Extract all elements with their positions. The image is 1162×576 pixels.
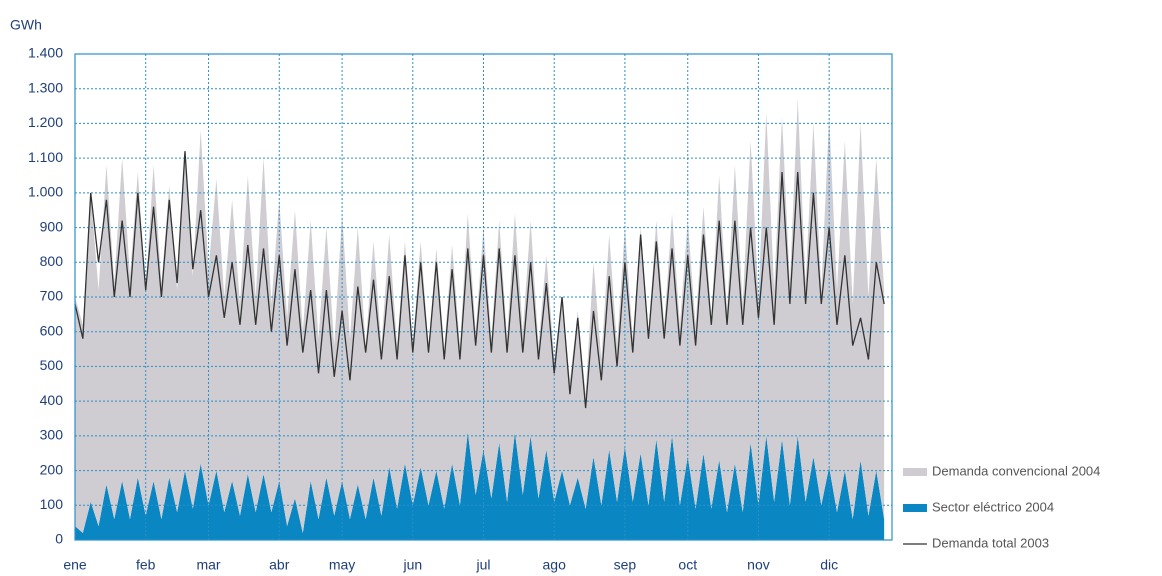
y-tick-label: 900 [40,218,64,234]
y-tick-label: 1.100 [28,149,63,165]
x-tick-label: ago [543,557,567,573]
x-tick-label: sep [614,557,637,573]
y-tick-label: 1.300 [28,79,63,95]
y-tick-label: 100 [40,496,64,512]
x-tick-label: jun [402,557,422,573]
x-tick-label: jul [475,557,490,573]
y-tick-label: 200 [40,461,64,477]
y-tick-label: 0 [55,531,63,547]
x-tick-label: may [329,557,355,573]
x-tick-label: ene [63,557,87,573]
x-tick-label: abr [269,557,290,573]
y-tick-label: 400 [40,392,64,408]
x-tick-label: dic [820,557,838,573]
y-tick-label: 800 [40,253,64,269]
y-tick-label: 500 [40,357,64,373]
area [75,432,885,540]
x-tick-label: oct [678,557,697,573]
y-tick-label: 300 [40,427,64,443]
legend-swatch [903,468,927,476]
y-tick-label: 700 [40,288,64,304]
y-tick-label: 1.200 [28,114,63,130]
legend-label: Sector eléctrico 2004 [932,499,1054,514]
x-tick-label: mar [196,557,220,573]
legend-label: Demanda total 2003 [932,535,1049,550]
y-axis-label: GWh [10,17,42,33]
legend-swatch [903,504,927,512]
y-tick-label: 1.400 [28,45,63,61]
x-tick-label: feb [136,557,156,573]
y-tick-label: 1.000 [28,184,63,200]
legend-label: Demanda convencional 2004 [932,463,1100,478]
plot-border [74,53,893,541]
y-tick-label: 600 [40,322,64,338]
area [75,99,885,534]
line [74,151,885,409]
x-tick-label: nov [747,557,770,573]
